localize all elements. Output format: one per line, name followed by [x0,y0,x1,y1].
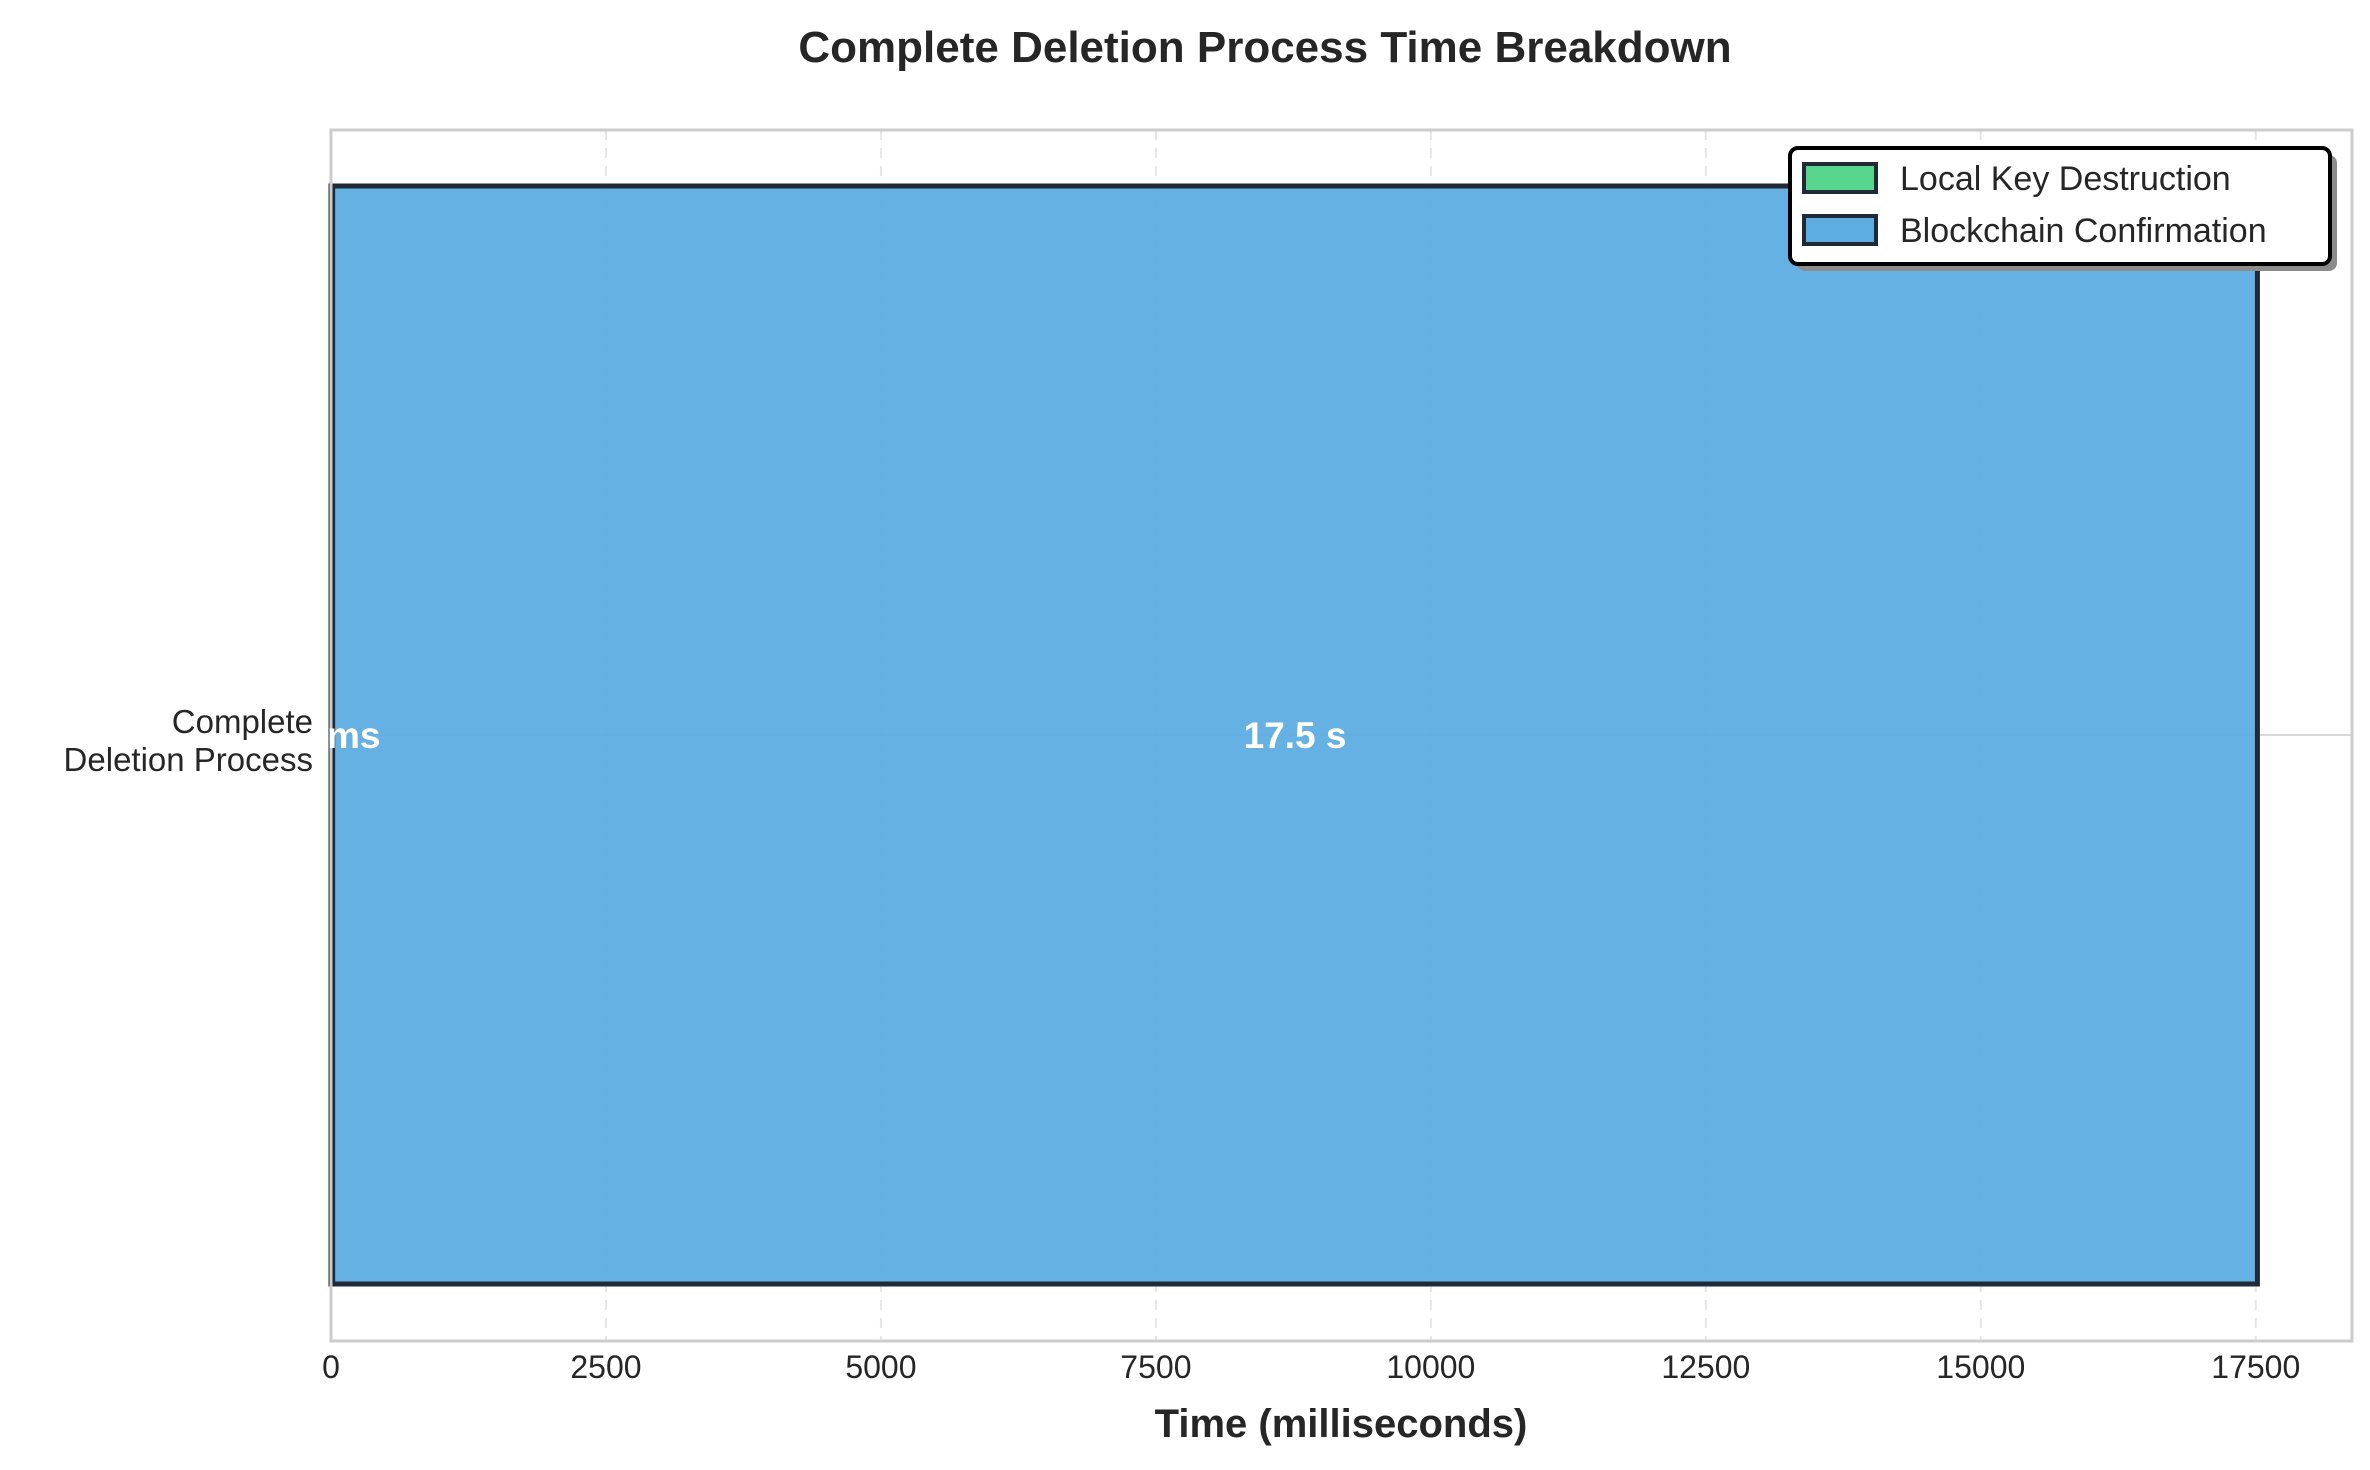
legend-label: Blockchain Confirmation [1900,212,2267,250]
bar-label-blockchain-confirmation: 17.5 s [1244,715,1347,756]
bar-label-local-key-destruction: ms [327,715,380,756]
x-tick-label: 10000 [1386,1349,1475,1385]
plot-frame [329,128,2354,1343]
x-tick-label: 7500 [1120,1349,1191,1385]
legend-swatch [1802,214,1878,246]
legend: Local Key Destruction Blockchain Confirma… [1788,146,2337,271]
x-tick-label: 2500 [570,1349,641,1385]
x-tick-label: 17500 [2211,1349,2300,1385]
bar-blockchain-confirmation [330,183,2260,1287]
x-tick-label: 5000 [845,1349,916,1385]
x-axis-label: Time (milliseconds) [1155,1402,1528,1446]
x-tick-label: 15000 [1936,1349,2025,1385]
legend-swatch [1802,162,1878,194]
bars [328,183,2260,1287]
chart-title: Complete Deletion Process Time Breakdown [798,23,1731,72]
legend-box [1788,146,2332,266]
legend-label: Local Key Destruction [1900,160,2231,198]
x-tick-label: 0 [322,1349,340,1385]
x-axis-ticks: 0 2500 5000 7500 10000 12500 15000 17500 [322,1349,2300,1385]
y-category-label: Complete Deletion Process [64,703,313,778]
y-axis-categories: Complete Deletion Process [64,703,313,778]
bar-labels: ms 17.5 s [327,715,1346,756]
x-tick-label: 12500 [1661,1349,1750,1385]
